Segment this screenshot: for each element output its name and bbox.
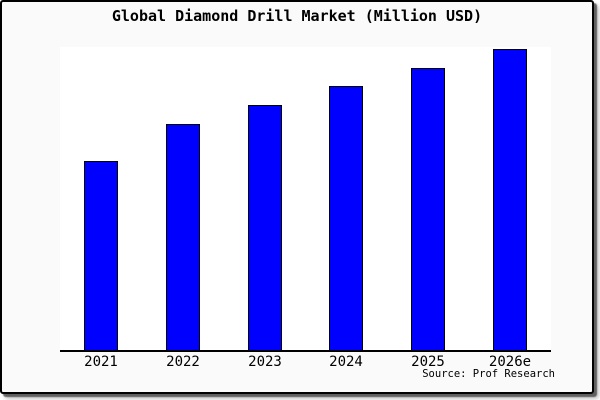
- bar-2022: [166, 124, 200, 350]
- source-credit: Source: Prof Research: [422, 368, 555, 380]
- chart-figure: Global Diamond Drill Market (Million USD…: [0, 0, 594, 394]
- x-axis-labels: 2021 2022 2023 2024 2025 2026e: [2, 355, 592, 373]
- x-tick-label-2021: 2021: [84, 354, 118, 370]
- bar-2024: [329, 86, 363, 350]
- bar-2021: [84, 161, 118, 350]
- x-tick-label-2025: 2025: [411, 354, 445, 370]
- x-tick-label-2023: 2023: [248, 354, 282, 370]
- bar-2026e: [493, 49, 527, 350]
- x-tick-label-2026e: 2026e: [488, 354, 532, 370]
- plot-area: [60, 47, 551, 352]
- bar-2023: [248, 105, 282, 350]
- x-tick-label-2022: 2022: [166, 354, 200, 370]
- bar-2025: [411, 68, 445, 350]
- chart-title: Global Diamond Drill Market (Million USD…: [111, 7, 483, 25]
- x-tick-label-2024: 2024: [329, 354, 363, 370]
